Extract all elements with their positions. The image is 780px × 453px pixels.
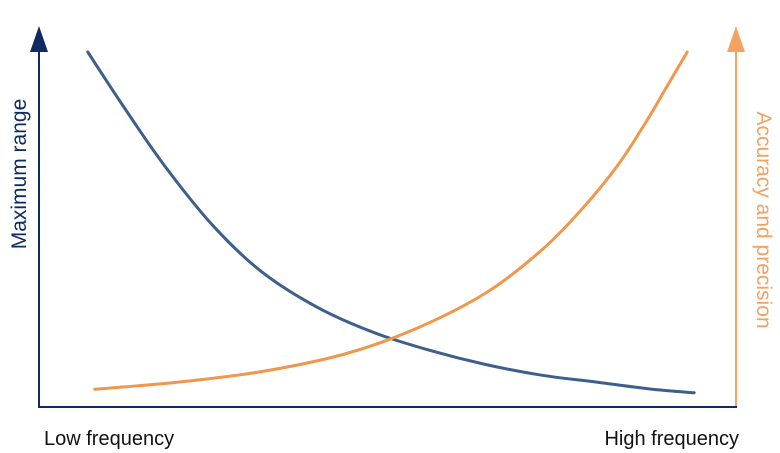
series-line-left [86,50,696,395]
series-layer [86,50,696,395]
x-tick-label-low-frequency: Low frequency [44,428,174,450]
x-tick-label-high-frequency: High frequency [604,428,739,450]
axes [30,26,745,408]
series-line-right [93,50,689,391]
left-axis-arrow-icon [30,26,48,52]
y-axis-title-right: Accuracy and precision [752,111,775,328]
right-axis-arrow-icon [727,26,745,52]
y-axis-title-left: Maximum range [8,99,31,250]
